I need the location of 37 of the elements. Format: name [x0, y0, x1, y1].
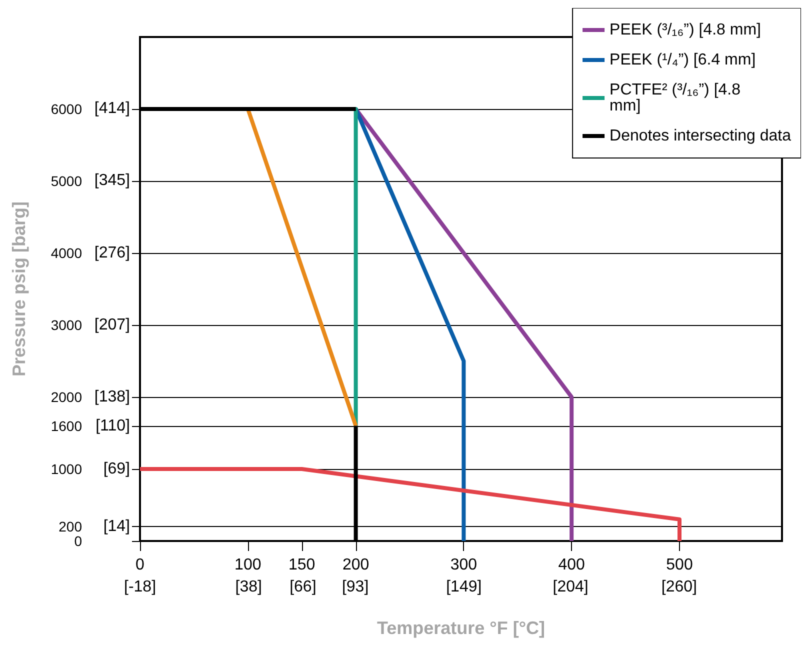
y-tick-label: 1600 [50, 418, 82, 434]
x2-tick-label: [204] [552, 578, 588, 596]
x2-tick-label: [-18] [124, 578, 156, 596]
y-tick-label: 4000 [50, 245, 82, 261]
x2-tick-label: [149] [446, 578, 482, 596]
legend-label: PEEK (³/₁₆”) [4.8 mm] [610, 22, 761, 38]
x2-tick-label: [93] [342, 578, 369, 596]
y-tick-label: 3000 [50, 317, 82, 333]
x2-tick-label: [66] [290, 578, 316, 596]
y2-tick-label: [414] [94, 100, 130, 118]
y2-tick-label: [138] [94, 388, 130, 406]
y2-tick-label: [110] [96, 418, 130, 435]
legend-label: PCTFE² (³/₁₆”) [4.8 mm] [610, 82, 745, 114]
x-tick-label: 500 [666, 556, 693, 574]
legend-label: Denotes intersecting data [610, 128, 792, 144]
y2-tick-label: [69] [103, 460, 130, 478]
x-axis-title: Temperature °F [°C] [376, 618, 546, 638]
y-tick-label: 6000 [50, 101, 82, 117]
y-tick-label: 1000 [50, 461, 82, 477]
x-tick-label: 100 [234, 556, 262, 574]
y-axis-title: Pressure psig [barg] [9, 201, 29, 377]
y2-tick-label: [345] [94, 172, 130, 190]
y2-tick-label: [207] [94, 316, 130, 334]
x2-tick-label: [260] [661, 578, 697, 596]
y-tick-label: 5000 [50, 173, 82, 189]
y-tick-label: 200 [58, 518, 82, 535]
x-tick-label: 0 [136, 556, 145, 574]
y-tick-label: 0 [74, 533, 82, 549]
y-tick-label: 2000 [50, 389, 82, 405]
x-tick-label: 200 [342, 556, 370, 574]
x2-tick-label: [38] [235, 578, 262, 596]
x-tick-label: 300 [450, 556, 478, 574]
x-tick-label: 400 [558, 556, 586, 574]
legend-label: PEEK (¹/₄”) [6.4 mm] [610, 52, 756, 68]
y2-tick-label: [14] [103, 518, 130, 535]
x-tick-label: 150 [288, 556, 316, 574]
y2-tick-label: [276] [94, 244, 130, 262]
